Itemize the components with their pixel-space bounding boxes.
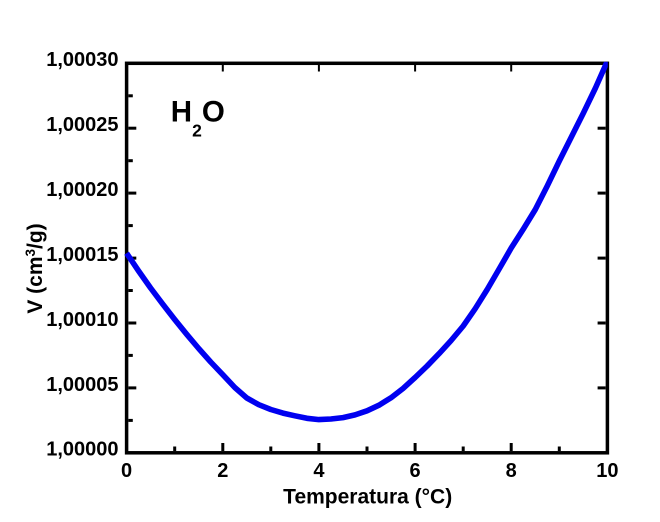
svg-text:6: 6 [410,460,421,482]
svg-text:8: 8 [506,460,517,482]
svg-text:1,00015: 1,00015 [46,244,118,266]
svg-text:1,00020: 1,00020 [46,179,118,201]
svg-text:4: 4 [313,460,325,482]
svg-text:2: 2 [217,460,228,482]
svg-text:0: 0 [121,460,132,482]
svg-text:1,00005: 1,00005 [46,374,118,396]
svg-text:1,00030: 1,00030 [46,49,118,71]
svg-text:1,00010: 1,00010 [46,309,118,331]
svg-text:10: 10 [596,460,618,482]
svg-text:1,00000: 1,00000 [46,439,118,461]
svg-text:Temperatura (°C): Temperatura (°C) [283,486,452,509]
svg-text:1,00025: 1,00025 [46,114,118,136]
svg-text:V (cm3/g): V (cm3/g) [23,223,47,313]
